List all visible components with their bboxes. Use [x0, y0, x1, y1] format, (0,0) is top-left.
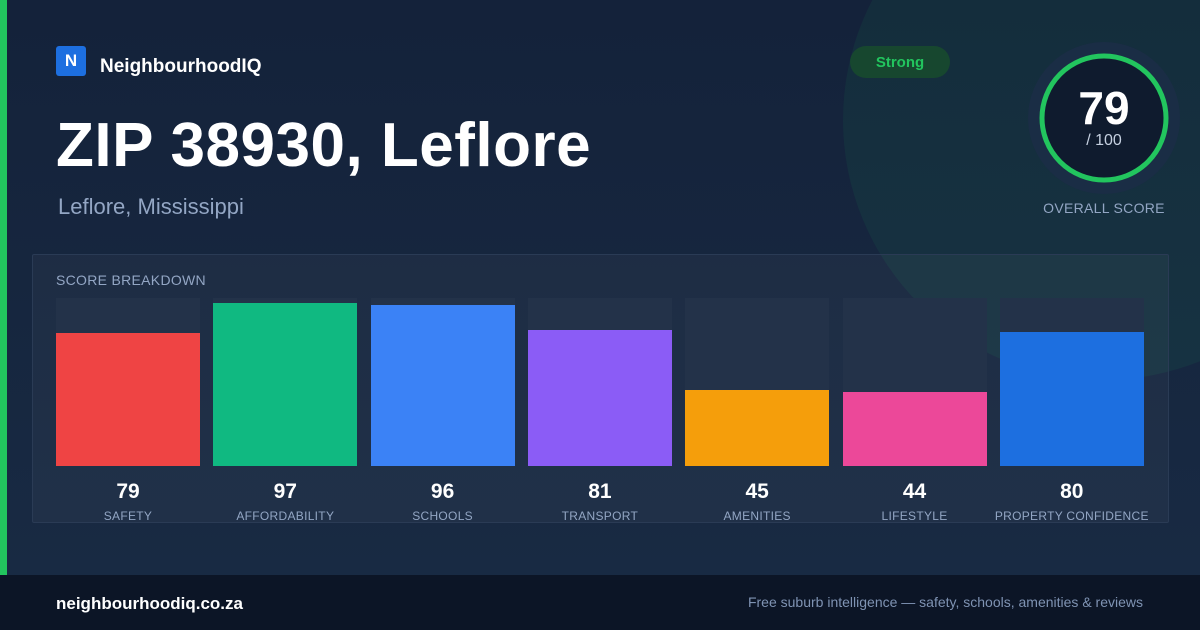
bar-track — [213, 298, 358, 466]
bar-column: 81 TRANSPORT — [527, 298, 672, 523]
bar — [527, 329, 672, 466]
bar-category-label: AMENITIES — [723, 509, 791, 523]
gauge-inner — [1044, 58, 1164, 178]
bar-track — [685, 298, 830, 466]
gauge-ring — [1039, 53, 1169, 183]
bar-column: 44 LIFESTYLE — [842, 298, 987, 523]
bar-value-label: 81 — [588, 480, 612, 503]
bar — [842, 392, 987, 466]
bar — [370, 304, 515, 466]
brand-name: NeighbourhoodIQ — [100, 56, 262, 77]
score-bar-chart: 79 SAFETY 97 AFFORDABILITY 96 SCHOOLS 81 TRANSP… — [56, 298, 1148, 523]
location-subtitle: Leflore, Mississippi — [58, 194, 244, 219]
footer-url[interactable]: neighbourhoodiq.co.za — [56, 594, 243, 613]
overall-score-gauge — [1028, 42, 1180, 194]
bar-column: 80 PROPERTY CONFIDENCE — [995, 298, 1148, 523]
bar-track — [842, 298, 987, 466]
footer-tagline: Free suburb intelligence — safety, schoo… — [747, 594, 1143, 610]
bar-category-label: SCHOOLS — [412, 509, 473, 523]
bar-value-label: 97 — [273, 480, 297, 503]
bar-category-label: TRANSPORT — [561, 509, 639, 523]
overall-score-value: 79 — [1078, 82, 1130, 134]
bar-category-label: PROPERTY CONFIDENCE — [994, 509, 1149, 523]
bar — [685, 390, 830, 466]
page-title: ZIP 38930, Leflore — [56, 111, 592, 180]
bar-value-label: 44 — [902, 480, 927, 503]
logo-icon: N — [56, 46, 86, 76]
bar-value-label: 45 — [745, 480, 769, 503]
bar-column: 97 AFFORDABILITY — [213, 298, 358, 523]
bar-value-label: 96 — [430, 480, 455, 503]
bar-value-label: 79 — [116, 480, 140, 503]
bar-value-label: 80 — [1060, 480, 1084, 503]
bar — [56, 333, 200, 466]
bar-column: 45 AMENITIES — [685, 298, 830, 523]
bar-track — [370, 298, 515, 466]
overall-score-max: / 100 — [1086, 132, 1122, 149]
bar-track — [527, 298, 672, 466]
bar — [999, 331, 1144, 466]
bar-column: 79 SAFETY — [56, 298, 200, 523]
bar-category-label: LIFESTYLE — [881, 509, 948, 523]
overall-score-label: OVERALL SCORE — [1043, 200, 1165, 216]
footer — [0, 575, 1200, 630]
bar-track — [999, 298, 1144, 466]
score-breakdown-panel — [32, 254, 1169, 523]
bar — [213, 303, 358, 466]
bar-category-label: AFFORDABILITY — [236, 509, 335, 523]
bar-category-label: SAFETY — [103, 509, 153, 523]
status-badge: Strong — [850, 46, 950, 78]
bar-column: 96 SCHOOLS — [370, 298, 515, 523]
accent-bar — [0, 0, 7, 575]
chart-title: SCORE BREAKDOWN — [56, 272, 206, 288]
bar-track — [56, 298, 200, 466]
